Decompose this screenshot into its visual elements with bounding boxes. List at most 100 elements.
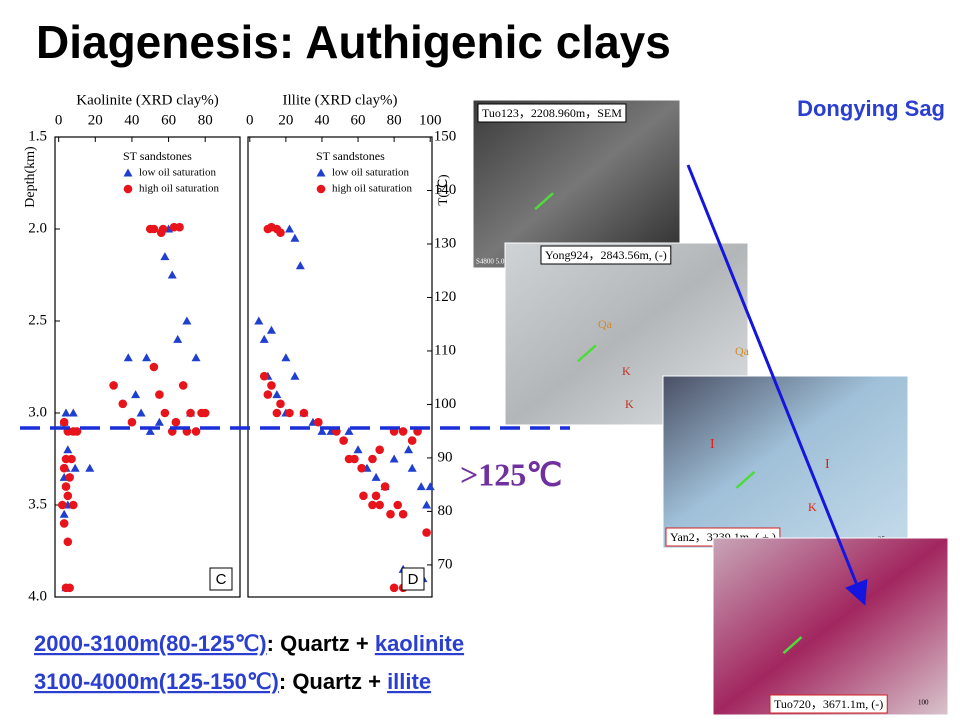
point — [259, 371, 269, 381]
point — [339, 436, 348, 445]
panel-label-box — [401, 567, 425, 591]
point — [154, 417, 164, 426]
point — [186, 408, 195, 418]
x-tick-label: 20 — [278, 112, 293, 128]
point — [266, 325, 276, 334]
x-tick-label: 40 — [314, 112, 329, 128]
point — [422, 500, 432, 509]
point — [393, 500, 403, 510]
photo — [472, 99, 681, 269]
point — [285, 408, 294, 418]
point — [156, 228, 166, 237]
sequence-arrow — [686, 164, 868, 606]
point — [131, 390, 141, 399]
threshold-label: >125℃ — [460, 456, 562, 492]
y-tick-label: 2.0 — [28, 220, 47, 236]
point — [61, 482, 71, 491]
legend-label: low oil saturation — [332, 167, 409, 179]
point — [173, 334, 183, 343]
x-tick-label: 100 — [419, 112, 442, 128]
point — [58, 500, 67, 510]
charts: Kaolinite (XRD clay%) 0 20 40 60 80 1.5 2.0 2.5 3… — [23, 92, 456, 604]
photo-label: Qa — [598, 317, 613, 331]
y2-tick-label: 110 — [434, 342, 456, 358]
point — [371, 491, 381, 501]
point — [368, 500, 377, 510]
point — [200, 408, 210, 418]
point — [290, 371, 300, 380]
point — [407, 436, 417, 445]
point — [425, 482, 435, 491]
y2-tick-label: 140 — [434, 182, 457, 198]
point — [123, 353, 133, 362]
photo — [662, 375, 909, 549]
pointer-arrow — [782, 636, 803, 654]
point — [389, 454, 399, 463]
photo-caption: Tuo720，3671.1m, (-) — [774, 697, 883, 711]
x-tick-label: 80 — [387, 112, 402, 128]
point — [65, 583, 74, 593]
point — [272, 390, 282, 399]
point — [63, 445, 73, 454]
legend-title: ST sandstones — [316, 149, 385, 163]
point — [359, 491, 368, 501]
point — [407, 463, 417, 472]
point — [191, 427, 201, 436]
point — [182, 316, 192, 325]
point — [317, 426, 327, 435]
point — [67, 454, 76, 464]
panel-label-box — [209, 567, 233, 591]
x-tick-label: 60 — [351, 112, 366, 128]
point — [63, 491, 73, 501]
point — [380, 482, 390, 491]
legend-marker — [123, 168, 133, 177]
point — [167, 270, 177, 279]
y2-tick-label: 100 — [434, 396, 457, 412]
photo-label: K — [622, 364, 631, 378]
photo-caption: Yong924，2843.56m, (-) — [545, 248, 667, 262]
panel-label: C — [216, 571, 227, 588]
point — [70, 463, 80, 472]
point — [276, 228, 285, 237]
y-tick-label: 1.5 — [28, 128, 47, 144]
note: 2000-3100m(80-125℃): Quartz + kaolinite — [34, 631, 464, 656]
point — [155, 390, 164, 399]
point — [353, 445, 363, 454]
point — [191, 353, 201, 362]
y2-tick-label: 70 — [438, 556, 453, 572]
plot-frame — [54, 136, 241, 598]
point — [375, 500, 384, 510]
pointer-arrow — [534, 192, 554, 211]
photo-caption: Tuo123，2208.960m，SEM — [482, 106, 622, 120]
point — [422, 528, 431, 537]
note-range: 2000-3100m(80-125℃) — [34, 631, 267, 656]
location: Dongying Sag — [797, 96, 945, 121]
point — [267, 381, 276, 390]
point — [259, 334, 269, 343]
point — [276, 399, 285, 409]
point — [375, 445, 384, 455]
plot-frame — [247, 136, 433, 598]
point — [404, 445, 414, 454]
point — [118, 399, 128, 409]
point — [149, 362, 159, 372]
note-text: : Quartz + — [279, 669, 387, 694]
panel-label: D — [408, 571, 419, 588]
photo-label: I — [825, 457, 830, 472]
point — [145, 426, 155, 435]
point — [65, 473, 74, 482]
photos: S4800 5.0kV 9.9mm xTuo123，2208.960m，SEMQ… — [472, 99, 949, 716]
point — [69, 500, 78, 510]
point — [142, 353, 152, 362]
point — [109, 381, 118, 390]
legend-label: high oil saturation — [139, 183, 220, 195]
point — [63, 537, 73, 547]
point — [59, 417, 69, 427]
chart-title: Illite (XRD clay%) — [283, 92, 398, 108]
point — [61, 408, 71, 417]
point — [175, 222, 184, 232]
caption-box — [540, 245, 672, 265]
x-tick-label: 0 — [246, 112, 254, 128]
legend-label: high oil saturation — [332, 183, 413, 195]
